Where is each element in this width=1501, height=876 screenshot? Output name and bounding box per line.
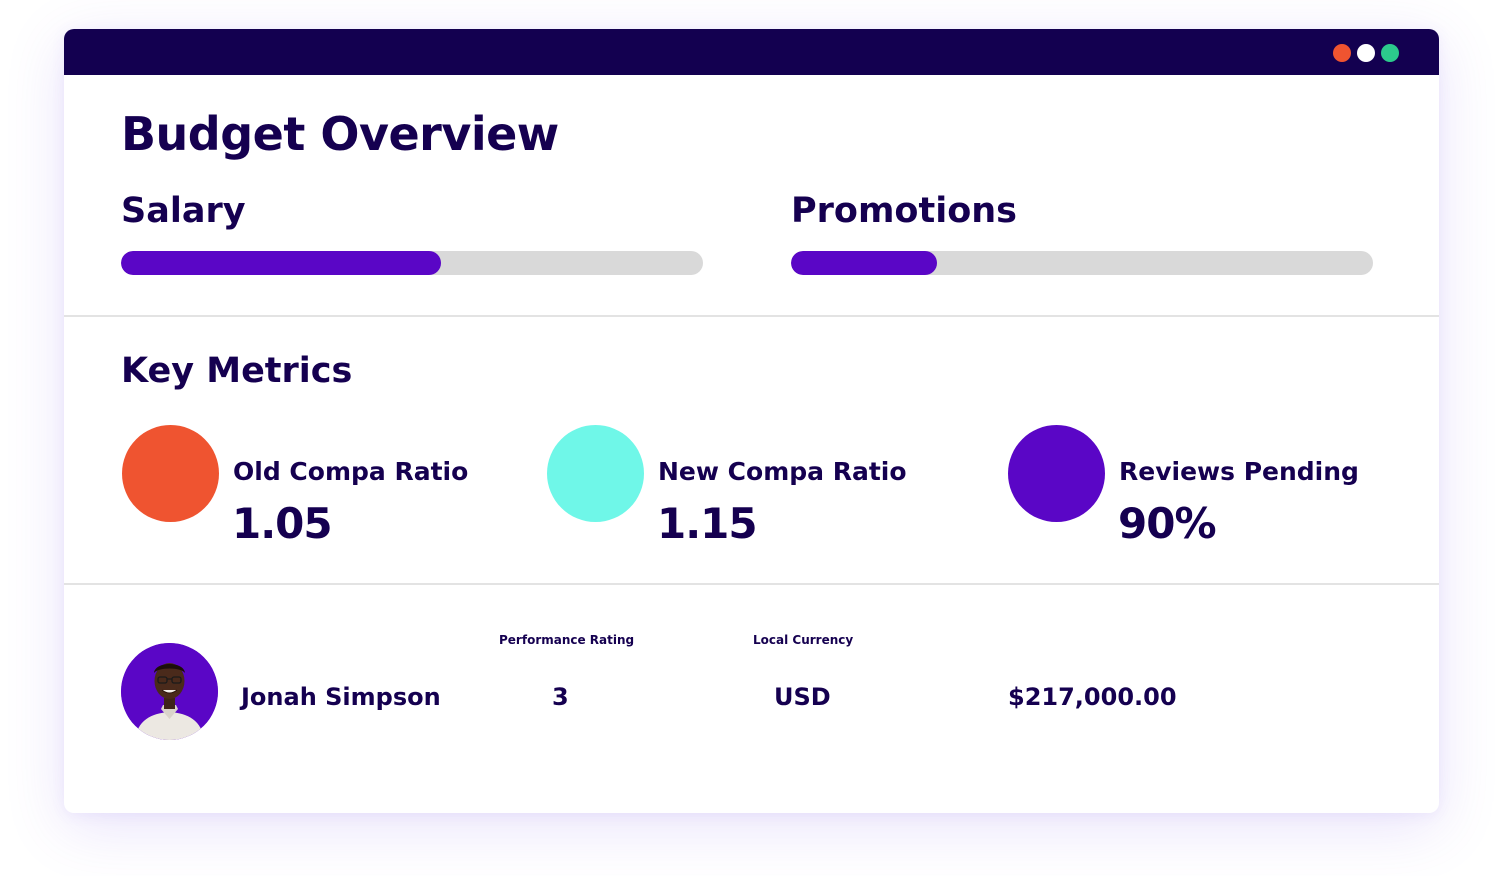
reviews-pending-label: Reviews Pending	[1119, 457, 1359, 486]
promotions-progress-bar	[791, 251, 1373, 275]
performance-rating-value: 3	[552, 683, 569, 711]
minimize-window-icon[interactable]	[1357, 44, 1375, 62]
salary-label: Salary	[121, 191, 246, 231]
reviews-pending-icon	[1008, 425, 1105, 522]
promotions-progress-fill	[791, 251, 937, 275]
old-compa-ratio-value: 1.05	[232, 499, 333, 548]
salary-amount: $217,000.00	[1008, 683, 1177, 711]
avatar	[121, 643, 218, 740]
salary-progress-fill	[121, 251, 442, 275]
promotions-label: Promotions	[791, 191, 1017, 231]
employee-name: Jonah Simpson	[241, 683, 441, 711]
new-compa-ratio-label: New Compa Ratio	[658, 457, 907, 486]
new-compa-ratio-icon	[547, 425, 644, 522]
person-photo-icon	[121, 643, 218, 740]
new-compa-ratio-value: 1.15	[657, 499, 758, 548]
local-currency-value: USD	[774, 683, 831, 711]
app-window: Budget Overview Salary Promotions Key Me…	[64, 29, 1439, 813]
salary-progress-bar	[121, 251, 703, 275]
section-divider	[64, 583, 1439, 585]
old-compa-ratio-icon	[122, 425, 219, 522]
close-window-icon[interactable]	[1333, 44, 1351, 62]
page-title: Budget Overview	[121, 107, 559, 161]
old-compa-ratio-label: Old Compa Ratio	[233, 457, 469, 486]
key-metrics-title: Key Metrics	[121, 351, 353, 391]
section-divider	[64, 315, 1439, 317]
reviews-pending-value: 90%	[1118, 499, 1217, 548]
window-titlebar	[64, 29, 1439, 75]
performance-rating-header: Performance Rating	[499, 633, 635, 647]
maximize-window-icon[interactable]	[1381, 44, 1399, 62]
local-currency-header: Local Currency	[753, 633, 854, 647]
